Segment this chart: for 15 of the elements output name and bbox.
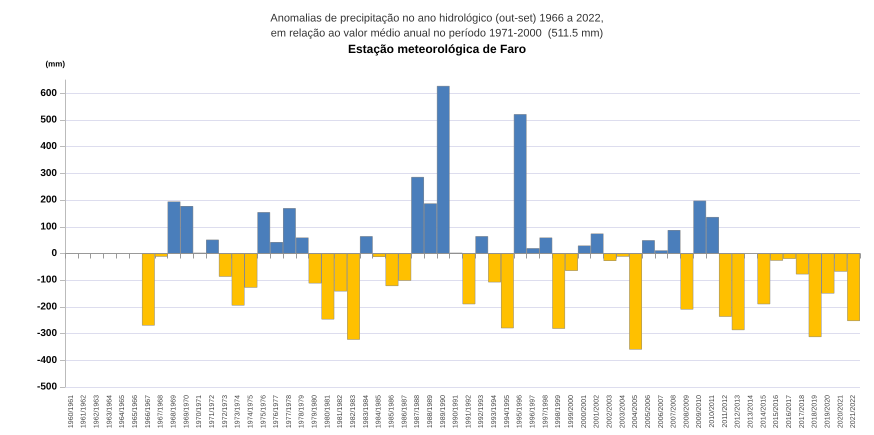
y-tick-label: 600 xyxy=(40,88,58,99)
y-axis-title: (mm) xyxy=(45,60,66,68)
y-tick-label: 100 xyxy=(40,221,58,232)
y-tick-label: -500 xyxy=(36,382,58,392)
y-tick-label: 500 xyxy=(40,114,58,126)
y-tick-label: -300 xyxy=(36,328,58,340)
chart-subtitle: Anomalias de precipitação no ano hidrológico (out-set) 1966 a 2022, em relação ao valor médio anual no período 1971-2000 (511.5 mm) xyxy=(270,12,604,40)
chart-title: Estação meteorológica de Faro xyxy=(348,42,526,56)
y-tick-label: -100 xyxy=(36,274,58,286)
y-tick-label: 0 xyxy=(51,248,58,260)
y-tick-label: -200 xyxy=(36,301,58,312)
y-tick-label: 300 xyxy=(40,168,58,179)
y-tick-label: -400 xyxy=(36,354,58,366)
y-tick-label: 200 xyxy=(40,194,58,206)
y-tick-label: 400 xyxy=(40,141,58,152)
